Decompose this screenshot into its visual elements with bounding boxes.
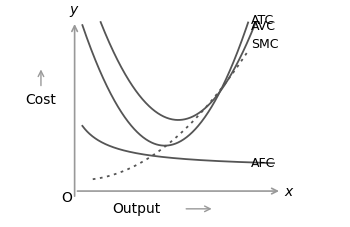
- Text: x: x: [285, 185, 293, 199]
- Text: Output: Output: [113, 202, 161, 216]
- Text: ATC: ATC: [251, 14, 274, 27]
- Text: y: y: [69, 3, 77, 17]
- Text: Cost: Cost: [26, 93, 56, 107]
- Text: SMC: SMC: [251, 38, 278, 52]
- Text: AVC: AVC: [251, 20, 276, 33]
- Text: O: O: [61, 191, 72, 205]
- Text: AFC: AFC: [251, 157, 275, 170]
